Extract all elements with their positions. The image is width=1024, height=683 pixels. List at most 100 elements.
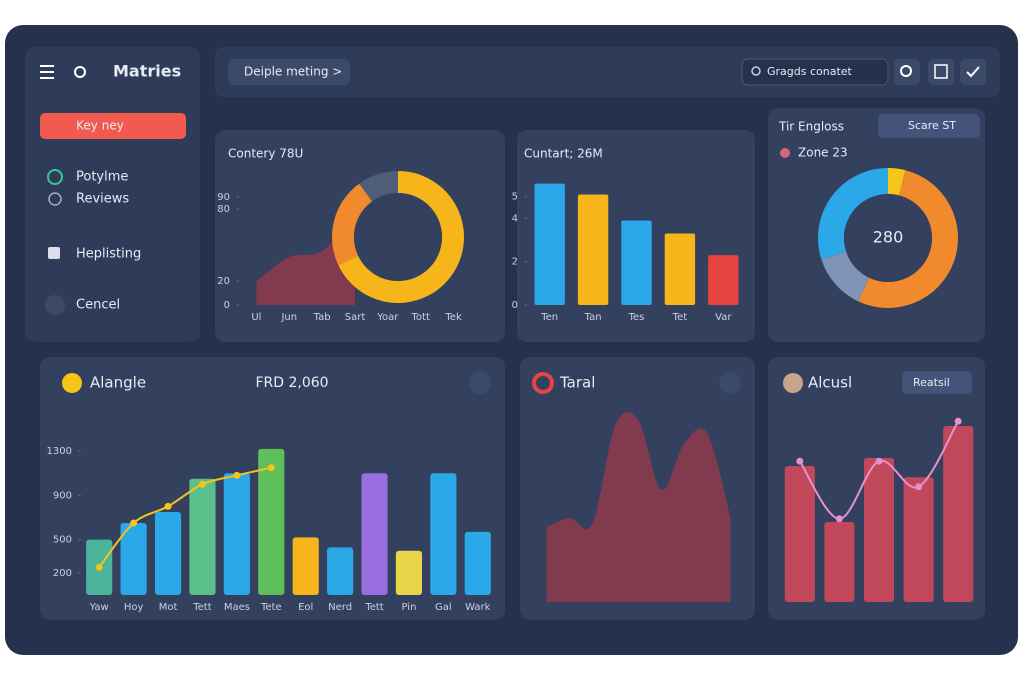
panel-title: Alcusl: [808, 374, 852, 392]
bar: [943, 426, 974, 602]
add-button[interactable]: [469, 372, 491, 394]
add-button[interactable]: [719, 372, 741, 394]
bar: [223, 473, 250, 595]
y-tick-label: 20: [217, 276, 230, 287]
x-tick-label: Ten: [540, 312, 558, 323]
panel-title: Taral: [559, 374, 595, 392]
bar: [464, 531, 491, 595]
point: [95, 563, 103, 571]
donut-slice: [818, 168, 888, 260]
bar: [863, 458, 895, 602]
y-tick-label: 1300: [47, 446, 72, 457]
point: [796, 457, 804, 465]
point: [875, 457, 883, 465]
bar: [395, 550, 423, 595]
x-tick-label: Gal: [435, 602, 452, 613]
panel-title: Cuntart; 26M: [524, 147, 603, 161]
point: [233, 471, 241, 479]
point: [164, 502, 172, 510]
bar: [327, 547, 354, 595]
y-tick-label: 5: [512, 192, 518, 203]
nav-item[interactable]: Potylme: [76, 170, 128, 185]
point: [130, 519, 138, 527]
doc-icon: [934, 64, 948, 79]
x-tick-label: Sart: [345, 312, 366, 323]
center-label: 280: [873, 228, 904, 247]
button-label: Reatsil: [913, 376, 950, 389]
panel-title: Contery 78U: [228, 147, 303, 161]
primary-button[interactable]: [40, 113, 186, 139]
donut-slice: [858, 170, 958, 308]
panel-subtitle: FRD 2,060: [255, 375, 328, 391]
nav-icon: [45, 295, 65, 315]
point: [835, 515, 843, 523]
y-tick-label: 500: [53, 535, 72, 546]
y-tick-label: 80: [217, 204, 230, 215]
y-tick-label: 90: [217, 192, 230, 203]
bar: [708, 255, 739, 305]
donut-slice: [331, 183, 373, 266]
panel-icon: [62, 373, 82, 393]
y-tick-label: 200: [53, 568, 72, 579]
x-tick-label: Tott: [411, 312, 430, 323]
bar: [292, 537, 319, 595]
nav-item[interactable]: Reviews: [76, 192, 129, 207]
nav-item[interactable]: Cencel: [76, 298, 120, 313]
x-tick-label: Tek: [444, 312, 462, 323]
nav-item[interactable]: Heplisting: [76, 247, 141, 262]
donut-slice: [821, 251, 870, 302]
icon-button[interactable]: [894, 59, 920, 85]
point: [198, 480, 206, 488]
search-icon: [900, 65, 912, 77]
nav-icon: [48, 192, 62, 206]
breadcrumb: Deiple meting >: [244, 65, 342, 79]
avatar: [783, 373, 803, 393]
x-tick-label: Tet: [672, 312, 688, 323]
x-tick-label: Tete: [260, 602, 282, 613]
y-tick-label: 4: [512, 213, 518, 224]
refresh-icon[interactable]: [74, 66, 86, 78]
y-tick-label: 0: [512, 300, 518, 311]
donut-hole: [844, 194, 932, 282]
x-tick-label: Var: [715, 312, 732, 323]
donut-slice: [338, 171, 464, 303]
x-tick-label: Wark: [465, 602, 490, 613]
bar: [621, 220, 652, 305]
icon-button[interactable]: [928, 59, 954, 85]
bar: [430, 473, 457, 595]
button-label: Key ney: [76, 119, 124, 133]
bar: [577, 194, 609, 305]
y-tick-label: 2: [512, 257, 518, 268]
panel-title: Alangle: [90, 374, 146, 392]
panel-button[interactable]: [902, 371, 972, 394]
panel-title: Tir Engloss: [778, 120, 844, 134]
donut-slice: [359, 171, 398, 202]
bar: [258, 448, 285, 595]
x-tick-label: Nerd: [328, 602, 352, 613]
menu-icon[interactable]: [40, 65, 54, 79]
bar: [361, 473, 388, 595]
bar: [784, 466, 815, 602]
bar: [189, 478, 216, 595]
legend-marker: [780, 148, 790, 158]
x-tick-label: Tett: [192, 602, 211, 613]
donut-hole: [354, 193, 442, 281]
panel-icon: [532, 372, 554, 394]
x-tick-label: Tan: [584, 312, 602, 323]
panel-button[interactable]: [878, 114, 980, 138]
check-icon: [966, 66, 980, 78]
point: [267, 464, 275, 472]
icon-button[interactable]: [960, 59, 986, 85]
y-tick-label: 0: [224, 300, 230, 311]
x-tick-label: Maes: [224, 602, 250, 613]
point: [954, 417, 962, 425]
area: [256, 215, 355, 305]
x-tick-label: Tes: [628, 312, 645, 323]
x-tick-label: Ul: [251, 312, 261, 323]
breadcrumb-button[interactable]: [228, 59, 350, 85]
bar: [154, 511, 182, 595]
nav-icon: [47, 169, 63, 185]
search-box[interactable]: [741, 58, 889, 86]
x-tick-label: Eol: [298, 602, 313, 613]
bar: [534, 183, 565, 305]
